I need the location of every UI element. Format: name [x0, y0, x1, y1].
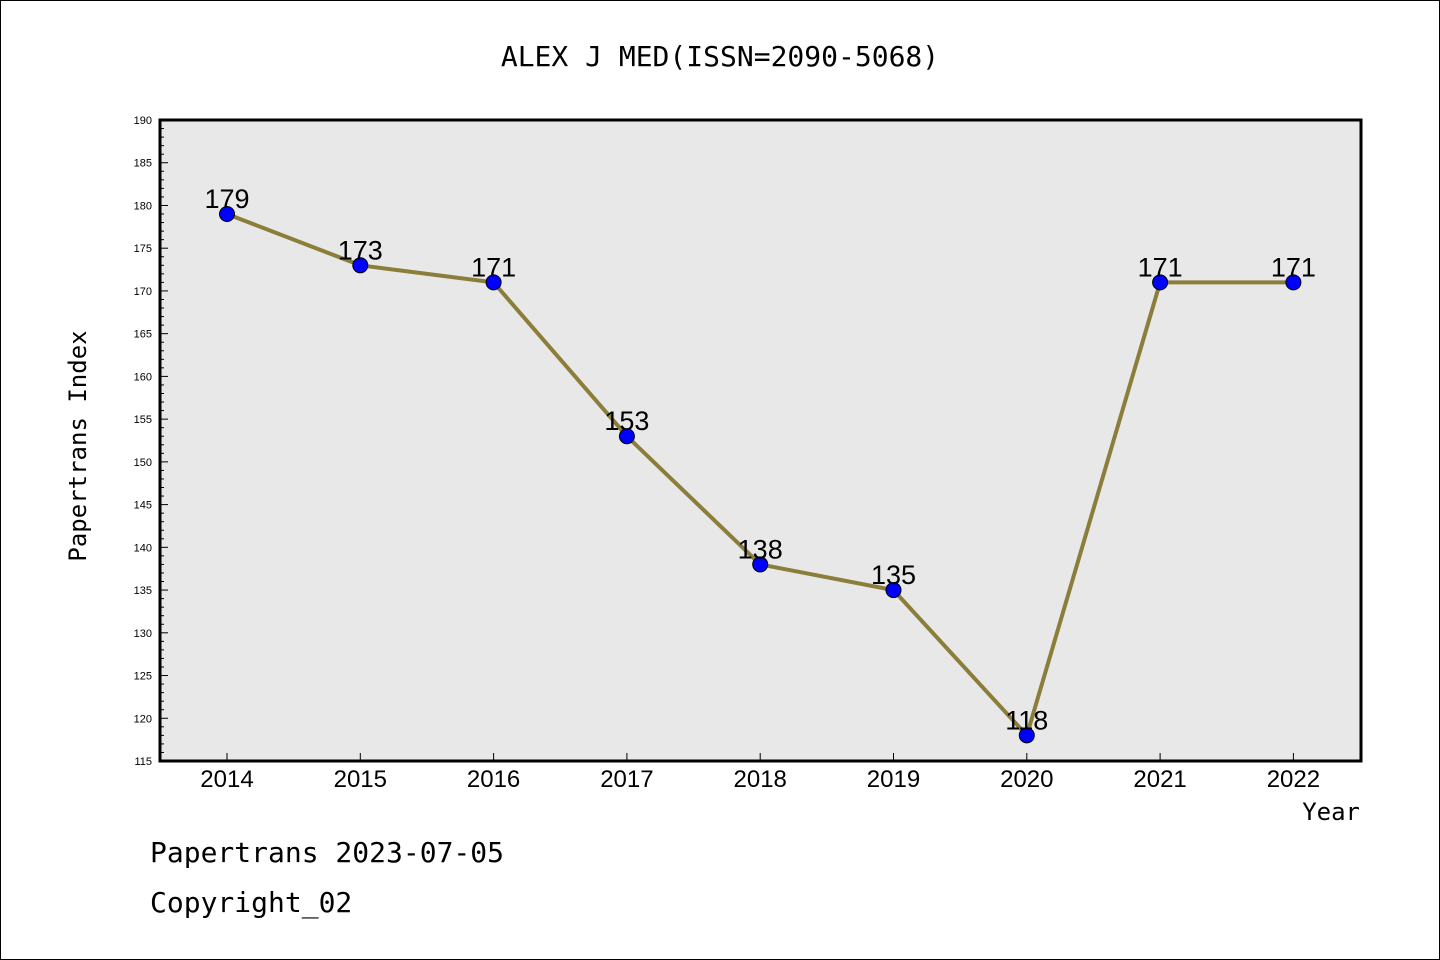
- data-point: [618, 428, 635, 445]
- y-tick-label: 135: [134, 585, 152, 597]
- x-axis-label: Year: [1302, 798, 1360, 826]
- data-label: 138: [738, 534, 783, 564]
- y-tick-label: 115: [134, 756, 152, 768]
- y-tick-label: 130: [134, 628, 152, 640]
- data-point: [885, 582, 902, 599]
- y-tick-label: 120: [134, 713, 152, 725]
- plot-area: [160, 120, 1361, 761]
- y-tick-label: 180: [134, 200, 152, 212]
- y-tick-label: 170: [134, 286, 152, 298]
- y-tick-label: 150: [134, 457, 152, 469]
- data-markers: [219, 206, 1302, 744]
- x-tick-label: 2020: [1000, 766, 1053, 793]
- data-point: [752, 556, 769, 573]
- data-label: 171: [1138, 252, 1183, 282]
- data-label: 179: [204, 184, 249, 214]
- footer-date: Papertrans 2023-07-05: [150, 836, 505, 869]
- y-tick-label: 190: [134, 115, 152, 127]
- data-label: 173: [338, 235, 383, 265]
- y-tick-label: 160: [134, 371, 152, 383]
- data-label: 118: [1005, 705, 1048, 735]
- footer-copyright: Copyright_02: [150, 886, 353, 919]
- data-labels: 179 173 171 153 138 135 118 171 171: [204, 184, 1315, 735]
- y-tick-label: 175: [134, 243, 152, 255]
- x-tick-label: 2014: [200, 766, 253, 793]
- x-tick-label: 2021: [1133, 766, 1186, 793]
- y-tick-label: 140: [134, 542, 152, 554]
- x-tick-label: 2022: [1267, 766, 1320, 793]
- data-point: [1018, 727, 1035, 744]
- y-tick-label: 155: [134, 414, 152, 426]
- x-tick-label: 2016: [467, 766, 520, 793]
- y-tick-label: 165: [134, 329, 152, 341]
- data-label: 153: [604, 406, 649, 436]
- data-label: 135: [871, 560, 916, 590]
- data-point: [485, 274, 502, 291]
- y-tick-label: 185: [134, 158, 152, 170]
- data-point: [1285, 274, 1302, 291]
- data-label: 171: [1271, 252, 1316, 282]
- y-tick-label: 145: [134, 500, 152, 512]
- x-tick-label: 2018: [734, 766, 787, 793]
- data-point: [219, 206, 235, 223]
- x-tick-label: 2015: [334, 766, 387, 793]
- plot-border: [158, 118, 1363, 763]
- y-tick-label: 125: [134, 671, 152, 683]
- y-axis-label: Papertrans Index: [64, 330, 92, 561]
- data-point: [1152, 274, 1169, 291]
- x-tick-label: 2017: [600, 766, 653, 793]
- x-axis: 2014 2015 2016 2017 2018 2019 2020 2021 2022: [200, 753, 1320, 793]
- data-point: [352, 257, 369, 274]
- data-label: 171: [471, 252, 516, 282]
- x-tick-label: 2019: [867, 766, 920, 793]
- chart-title: ALEX J MED(ISSN=2090-5068): [501, 40, 939, 73]
